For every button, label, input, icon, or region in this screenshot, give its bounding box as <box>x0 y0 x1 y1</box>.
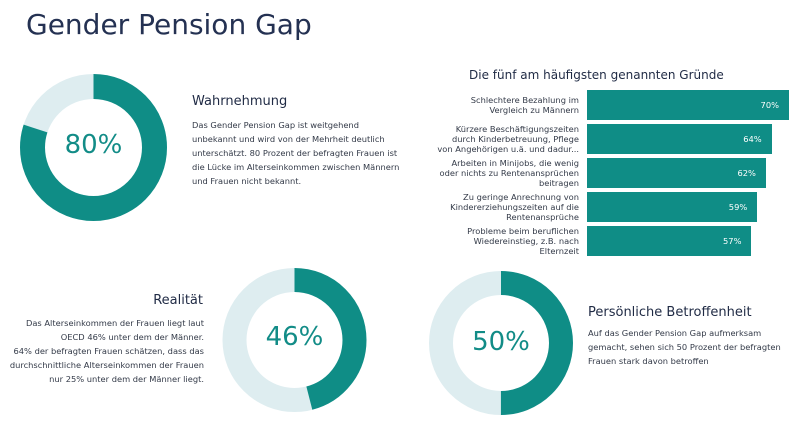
bar-chart: Schlechtere Bezahlung im Vergleich zu Män… <box>420 90 795 262</box>
text-line: Auf das Gender Pension Gap aufmerksam <box>588 328 762 338</box>
heading-realitaet: Realität <box>153 293 203 308</box>
bar-value-label: 57% <box>723 236 742 246</box>
bar-category-line: beitragen <box>538 178 579 188</box>
text-realitaet: Das Alterseinkommen der Frauen liegt lau… <box>8 316 204 386</box>
bar-category-line: Kindererziehungszeiten auf die <box>450 202 579 212</box>
text-line: unterschätzt. 80 Prozent der befragten F… <box>192 148 398 158</box>
donut-chart-betroffenheit <box>429 271 573 415</box>
bar-category-line: Rentenansprüche <box>506 212 579 222</box>
text-line: OECD 46% unter dem der Männer. <box>60 332 204 342</box>
page-title: Gender Pension Gap <box>26 8 312 41</box>
bar-chart-title: Die fünf am häufigsten genannten Gründe <box>469 68 724 82</box>
bar-category-line: Vergleich zu Männern <box>489 105 579 115</box>
text-line: und Frauen nicht bekannt. <box>192 176 302 186</box>
donut-value-label: 80% <box>64 130 123 160</box>
bar-category-line: von Angehörigen u.ä. und dadur... <box>437 144 579 154</box>
text-line: Das Gender Pension Gap ist weitgehend <box>192 120 359 130</box>
bar-category-line: Elternzeit <box>539 246 579 256</box>
bar-category-label: Arbeiten in Minijobs, die wenig oder nich… <box>420 158 580 188</box>
bar-value-label: 62% <box>737 168 756 178</box>
donut-value-label: 50% <box>472 327 530 357</box>
text-line: unbekannt und wird von der Mehrheit deut… <box>192 134 385 144</box>
bar-category-line: Arbeiten in Minijobs, die wenig <box>451 158 579 168</box>
donut-arc <box>20 74 167 221</box>
donut-value-label: 46% <box>265 322 324 352</box>
donut-chart-wahrnehmung <box>20 74 167 221</box>
bar-category-line: Wiedereinstieg, z.B. nach <box>473 236 579 246</box>
text-wahrnehmung: Das Gender Pension Gap ist weitgehend un… <box>192 118 422 188</box>
bar-category-line: Probleme beim beruflichen <box>467 226 579 236</box>
bar-category-line: Kürzere Beschäftigungszeiten <box>455 124 579 134</box>
text-line: durchschnittliche Alterseinkommen der Fr… <box>9 360 204 370</box>
bar-category-label: Zu geringe Anrechnung von Kindererziehung… <box>420 192 579 222</box>
bar-value-label: 59% <box>728 202 748 212</box>
bar <box>587 192 758 222</box>
text-line: 64% der befragten Frauen schätzen, dass … <box>13 346 204 356</box>
text-line: gemacht, sehen sich 50 Prozent der befra… <box>588 342 781 352</box>
bar-value-label: 64% <box>743 134 762 144</box>
text-betroffenheit: Auf das Gender Pension Gap aufmerksam ge… <box>588 326 793 368</box>
bar <box>587 124 772 154</box>
bar <box>587 90 789 120</box>
text-line: Frauen stark davon betroffen <box>588 356 709 366</box>
bar-category-line: Zu geringe Anrechnung von <box>463 192 579 202</box>
heading-wahrnehmung: Wahrnehmung <box>192 94 288 109</box>
heading-betroffenheit: Persönliche Betroffenheit <box>588 305 752 320</box>
bar-value-label: 70% <box>760 100 779 110</box>
bar-category-label: Schlechtere Bezahlung im Vergleich zu Män… <box>420 95 579 115</box>
donut-arc <box>429 271 573 415</box>
bar-category-label: Kürzere Beschäftigungszeiten durch Kinder… <box>420 124 579 154</box>
donut-arc <box>222 268 367 412</box>
text-line: nur 25% unter dem der Männer liegt. <box>49 374 204 384</box>
bar <box>587 226 752 256</box>
bar-category-line: oder nichts zu Rentenansprüchen <box>439 168 580 178</box>
text-line: die Lücke im Alterseinkommen zwischen Mä… <box>192 162 400 172</box>
bar-category-line: durch Kinderbetreuung, Pflege <box>452 134 579 144</box>
text-line: Das Alterseinkommen der Frauen liegt lau… <box>25 318 204 328</box>
bar-category-line: Schlechtere Bezahlung im <box>470 95 579 105</box>
bar <box>587 158 766 188</box>
bar-category-label: Probleme beim beruflichen Wiedereinstieg,… <box>420 226 579 256</box>
donut-chart-realitaet <box>222 268 367 412</box>
